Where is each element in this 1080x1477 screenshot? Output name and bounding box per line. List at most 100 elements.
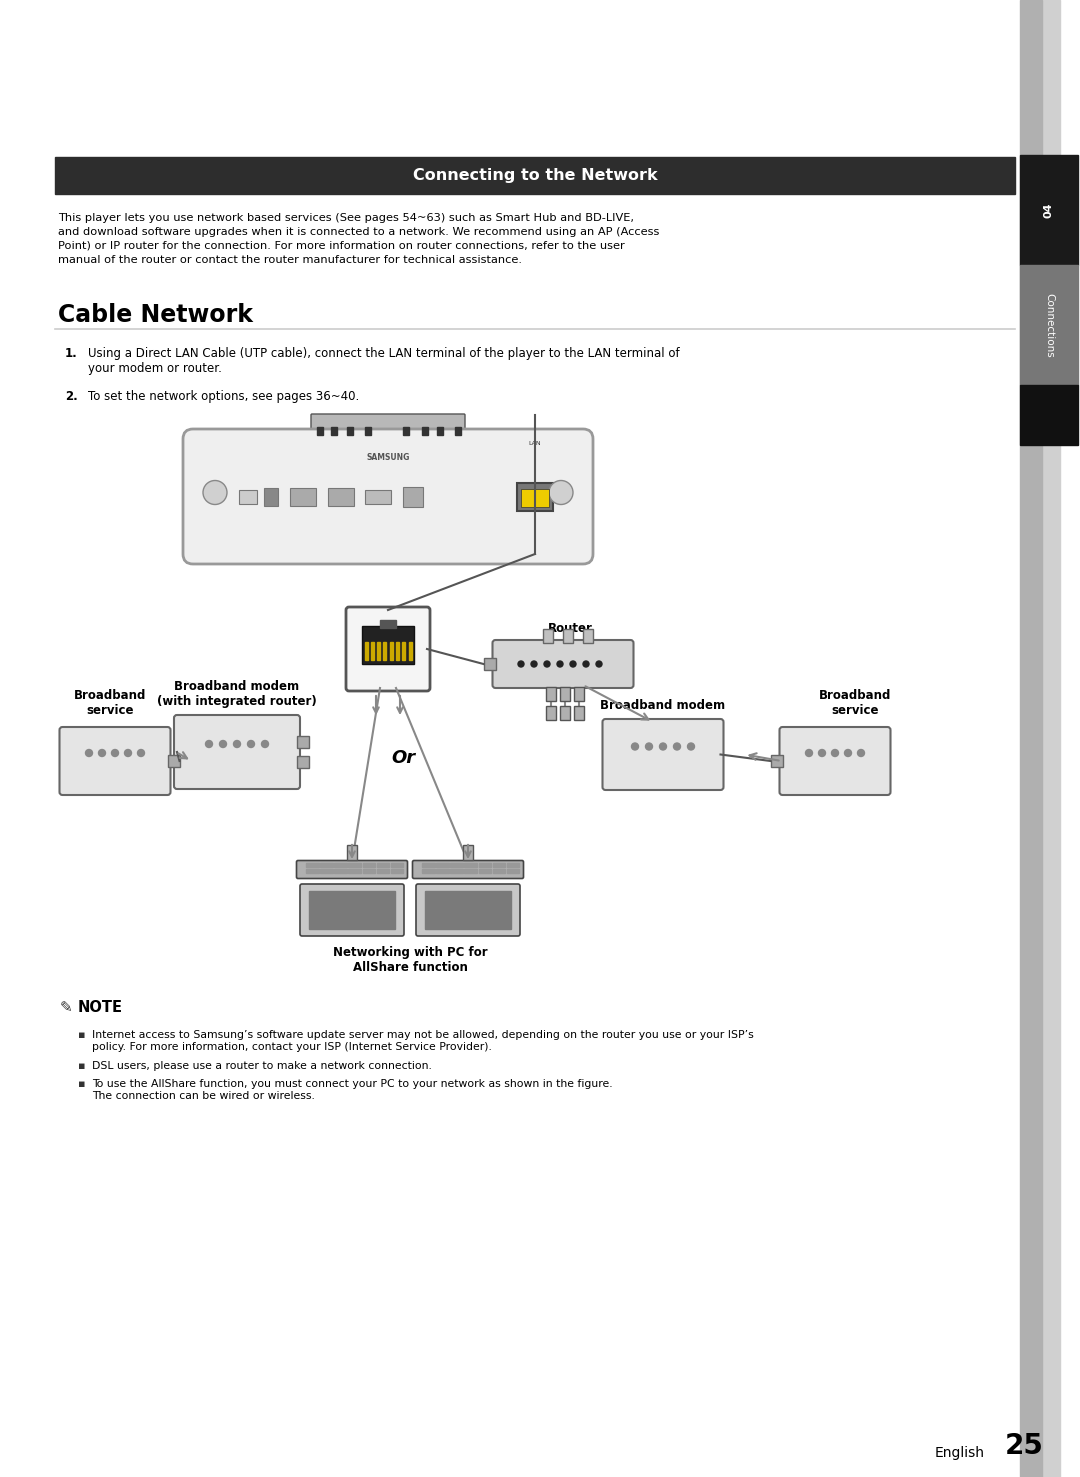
FancyBboxPatch shape — [413, 861, 524, 879]
Circle shape — [674, 743, 680, 750]
Bar — [546, 687, 556, 702]
Bar — [543, 629, 553, 642]
Bar — [583, 629, 593, 642]
Bar — [380, 620, 396, 628]
Text: Broadband
service: Broadband service — [73, 688, 146, 716]
Bar — [492, 868, 505, 873]
Bar — [1020, 155, 1078, 264]
Bar — [403, 486, 423, 507]
Bar — [436, 863, 448, 867]
Bar — [291, 487, 316, 505]
Bar — [365, 489, 391, 504]
Bar — [437, 427, 443, 436]
Bar — [561, 687, 570, 702]
Bar — [422, 868, 434, 873]
Text: DSL users, please use a router to make a network connection.: DSL users, please use a router to make a… — [92, 1060, 432, 1071]
Circle shape — [203, 480, 227, 505]
Circle shape — [660, 743, 666, 750]
Text: To set the network options, see pages 36~40.: To set the network options, see pages 36… — [87, 390, 360, 403]
Circle shape — [531, 662, 537, 668]
Circle shape — [570, 662, 576, 668]
Circle shape — [261, 740, 269, 747]
Bar — [390, 642, 393, 660]
Text: Internet access to Samsung’s software update server may not be allowed, dependin: Internet access to Samsung’s software up… — [92, 1029, 754, 1052]
Bar — [377, 868, 390, 873]
Circle shape — [806, 749, 812, 756]
Bar — [1020, 385, 1078, 445]
Circle shape — [247, 740, 255, 747]
Text: 04: 04 — [1044, 202, 1054, 217]
Bar — [573, 706, 584, 719]
Text: LAN: LAN — [529, 442, 541, 446]
Circle shape — [85, 749, 93, 756]
Bar — [422, 427, 428, 436]
Bar — [391, 868, 404, 873]
Text: 25: 25 — [1005, 1433, 1044, 1459]
Circle shape — [544, 662, 550, 668]
Bar — [408, 642, 411, 660]
Bar — [309, 891, 395, 929]
FancyBboxPatch shape — [297, 861, 407, 879]
Bar — [167, 755, 179, 767]
Bar — [573, 687, 584, 702]
Circle shape — [632, 743, 638, 750]
Text: ▪: ▪ — [78, 1080, 85, 1089]
Bar — [422, 863, 434, 867]
Circle shape — [583, 662, 589, 668]
Bar — [347, 427, 353, 436]
Bar — [492, 863, 505, 867]
FancyBboxPatch shape — [59, 727, 171, 795]
Bar — [365, 427, 372, 436]
Bar — [403, 427, 409, 436]
Bar — [320, 868, 333, 873]
Circle shape — [832, 749, 838, 756]
Circle shape — [596, 662, 602, 668]
Text: Connections: Connections — [1044, 292, 1054, 357]
Bar — [363, 863, 375, 867]
Text: ▪: ▪ — [78, 1029, 85, 1040]
Text: ✎: ✎ — [60, 1000, 72, 1015]
Bar — [507, 863, 519, 867]
Circle shape — [845, 749, 851, 756]
Text: ▪: ▪ — [78, 1060, 85, 1071]
Text: Or: Or — [391, 749, 415, 767]
Bar — [436, 868, 448, 873]
Bar — [383, 642, 387, 660]
Text: To use the AllShare function, you must connect your PC to your network as shown : To use the AllShare function, you must c… — [92, 1080, 612, 1100]
FancyBboxPatch shape — [183, 428, 593, 564]
Text: Using a Direct LAN Cable (UTP cable), connect the LAN terminal of the player to : Using a Direct LAN Cable (UTP cable), co… — [87, 347, 679, 375]
Bar — [362, 626, 414, 665]
Bar — [464, 863, 477, 867]
FancyBboxPatch shape — [300, 885, 404, 936]
Text: Broadband modem
(with integrated router): Broadband modem (with integrated router) — [157, 679, 316, 707]
Bar — [546, 706, 556, 719]
Bar — [396, 642, 399, 660]
Bar — [561, 706, 570, 719]
Bar — [1020, 264, 1078, 385]
Bar — [335, 863, 347, 867]
Bar — [377, 642, 380, 660]
Bar — [347, 845, 357, 860]
FancyBboxPatch shape — [780, 727, 891, 795]
Bar — [318, 427, 323, 436]
Text: SAMSUNG: SAMSUNG — [366, 453, 409, 462]
Bar — [264, 487, 278, 505]
FancyBboxPatch shape — [346, 607, 430, 691]
Bar — [370, 642, 374, 660]
Bar — [377, 863, 390, 867]
Bar — [306, 863, 319, 867]
Circle shape — [124, 749, 132, 756]
Circle shape — [646, 743, 652, 750]
Circle shape — [219, 740, 227, 747]
Bar — [402, 642, 405, 660]
Circle shape — [205, 740, 213, 747]
Circle shape — [137, 749, 145, 756]
FancyBboxPatch shape — [492, 640, 634, 688]
Text: Broadband
service: Broadband service — [819, 688, 891, 716]
Bar — [517, 483, 553, 511]
Circle shape — [518, 662, 524, 668]
Bar — [297, 756, 309, 768]
Bar — [328, 487, 354, 505]
Bar — [478, 868, 491, 873]
Circle shape — [98, 749, 106, 756]
